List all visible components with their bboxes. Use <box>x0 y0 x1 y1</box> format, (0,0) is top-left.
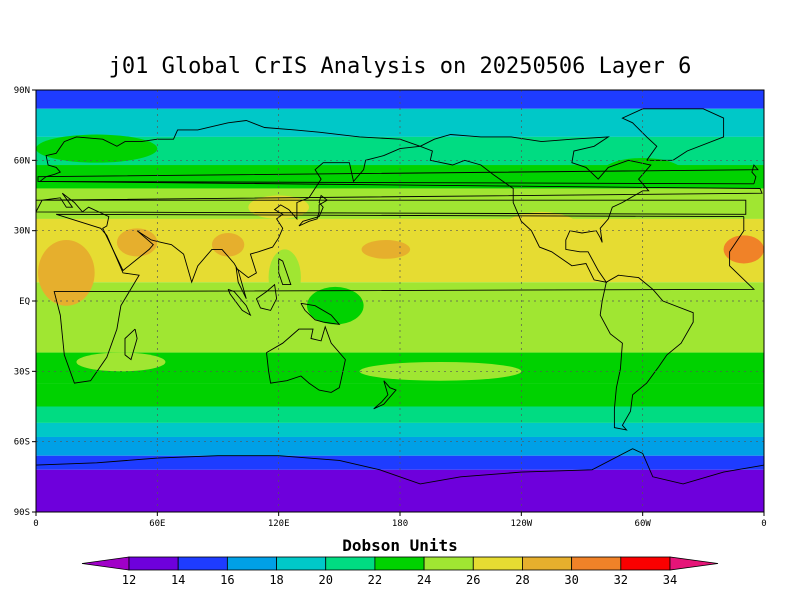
value-patch <box>602 157 684 187</box>
value-patch <box>76 352 166 372</box>
colorbar-segment <box>226 556 277 571</box>
colorbar-tick-label: 32 <box>614 573 628 587</box>
value-patch <box>359 361 522 381</box>
zonal-band <box>36 282 764 353</box>
colorbar-segment <box>423 556 474 571</box>
x-tick-label: 60W <box>635 519 652 529</box>
value-patch <box>361 240 411 259</box>
coastline <box>373 380 397 410</box>
colorbar-tick-label: 28 <box>515 573 529 587</box>
value-patch <box>268 249 301 306</box>
x-tick-label: 120W <box>510 519 532 529</box>
graticule <box>36 90 764 512</box>
colorbar-tick-label: 14 <box>171 573 185 587</box>
value-patch <box>38 240 95 306</box>
x-tick-label: 0 <box>33 519 38 529</box>
colorbar-segment <box>374 556 425 571</box>
colorbar-tick-label: 22 <box>368 573 382 587</box>
colorbar-tick-label: 16 <box>220 573 234 587</box>
y-tick-label: 30N <box>14 227 30 237</box>
x-tick-label: 120E <box>268 519 290 529</box>
colorbar-segment <box>177 556 228 571</box>
colorbar-segment <box>571 556 622 571</box>
colorbar-tick-label: 34 <box>663 573 677 587</box>
coastline <box>37 164 759 185</box>
coastline <box>255 283 278 311</box>
coastline <box>599 274 694 431</box>
longitude-axis: 0 60E 120E 180 120W 60W 0 <box>33 512 767 529</box>
latitude-axis: 90N 60N 30N EQ 30S 60S 90S <box>14 86 36 518</box>
x-tick-label: 0 <box>761 519 766 529</box>
colorbar-tick-label: 18 <box>269 573 283 587</box>
y-tick-label: 60S <box>14 438 30 448</box>
coastline <box>36 448 764 485</box>
colorbar-title: Dobson Units <box>342 536 458 555</box>
coastline <box>124 328 138 361</box>
colorbar-tick-label: 24 <box>417 573 431 587</box>
zonal-band <box>36 422 764 437</box>
y-tick-label: 90S <box>14 508 30 518</box>
chart-title: j01 Global CrIS Analysis on 20250506 Lay… <box>108 54 692 79</box>
colorbar-segment <box>325 556 376 571</box>
colorbar-segment <box>522 556 573 571</box>
coastline <box>278 258 292 286</box>
coastline <box>266 325 346 393</box>
value-patch <box>116 228 158 257</box>
colorbar-tick-label: 12 <box>122 573 136 587</box>
colorbar-tick-label: 26 <box>466 573 480 587</box>
y-tick-label: 60N <box>14 156 30 166</box>
coastline <box>298 194 329 227</box>
zonal-band <box>36 165 764 189</box>
value-patch <box>211 233 245 257</box>
y-tick-label: 90N <box>14 86 30 96</box>
x-tick-label: 60E <box>149 519 165 529</box>
colorbar-segment <box>276 556 327 571</box>
coastline <box>621 108 725 161</box>
coastline <box>36 120 763 299</box>
zonal-band <box>36 90 764 109</box>
colorbar-segment <box>620 556 671 571</box>
value-patch <box>723 235 764 264</box>
y-tick-label: 30S <box>14 367 30 377</box>
y-tick-label: EQ <box>19 297 30 307</box>
coastline <box>53 213 756 384</box>
colorbar-tick-label: 20 <box>319 573 333 587</box>
colorbar-right-arrow <box>669 556 719 571</box>
colorbar-segment <box>128 556 179 571</box>
colorbar-tick-label: 30 <box>564 573 578 587</box>
colorbar-left-arrow <box>81 556 130 571</box>
colorbar-segment <box>472 556 523 571</box>
coastline <box>227 288 252 317</box>
value-patch <box>306 286 364 325</box>
coastline <box>300 302 341 326</box>
zonal-band <box>36 383 764 407</box>
coastlines <box>36 108 764 485</box>
x-tick-label: 180 <box>392 519 408 529</box>
colorbar: 12 14 16 18 20 22 24 26 28 30 32 34 <box>81 556 719 587</box>
coastline <box>419 134 652 283</box>
